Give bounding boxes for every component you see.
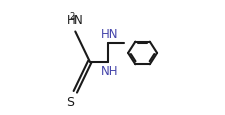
Text: HN: HN [100,28,117,41]
Text: 2: 2 [70,12,75,21]
Text: N: N [74,14,83,27]
Text: NH: NH [100,65,117,78]
Text: H: H [67,14,76,27]
Text: S: S [65,95,74,108]
